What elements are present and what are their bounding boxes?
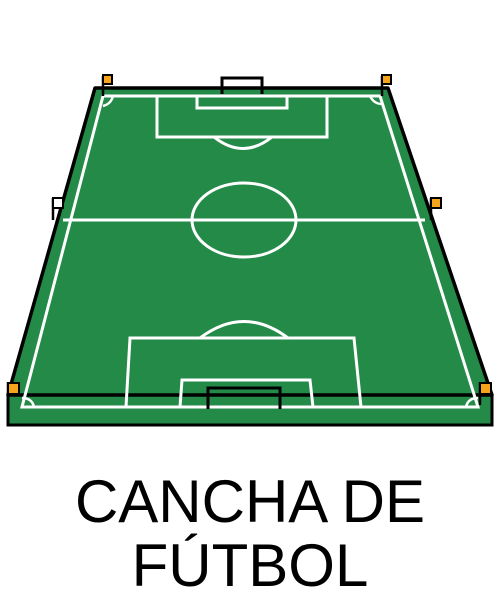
caption-line-2: FÚTBOL — [131, 532, 369, 599]
far-penalty-arc — [213, 135, 273, 150]
caption-line-1: CANCHA DE — [74, 468, 426, 535]
near-goal-area — [178, 378, 315, 408]
far-penalty-area — [155, 96, 329, 139]
side-flag-icon — [429, 197, 442, 220]
caption-title: CANCHA DE FÚTBOL — [0, 470, 500, 598]
side-flag-icon — [51, 197, 64, 220]
near-penalty-arc — [199, 320, 289, 340]
field-front-edge — [6, 393, 494, 427]
soccer-field-icon — [6, 74, 494, 427]
near-penalty-area — [124, 336, 363, 408]
goal-icon — [220, 76, 264, 94]
corner-arc-bottom-left — [21, 396, 36, 408]
corner-arc-top-left — [102, 95, 115, 108]
center-circle — [190, 181, 298, 259]
corner-flag-icon — [6, 382, 20, 405]
corner-arc-bottom-right — [464, 396, 479, 408]
corner-flag-icon — [478, 382, 492, 405]
field-surface — [6, 86, 494, 397]
corner-flag-icon — [101, 74, 113, 96]
goal-icon — [206, 386, 282, 409]
far-goal-area — [195, 96, 289, 110]
corner-arc-top-right — [368, 95, 383, 106]
corner-flag-icon — [380, 74, 392, 96]
